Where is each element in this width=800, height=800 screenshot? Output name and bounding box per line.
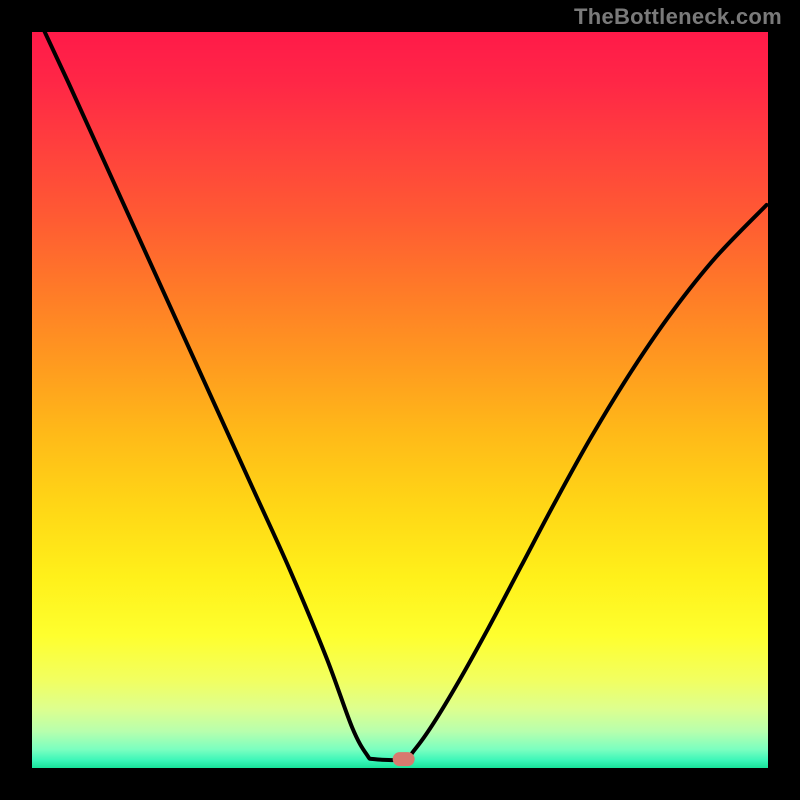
plot-background — [32, 32, 768, 768]
minimum-marker — [393, 752, 415, 766]
bottleneck-chart — [0, 0, 800, 800]
